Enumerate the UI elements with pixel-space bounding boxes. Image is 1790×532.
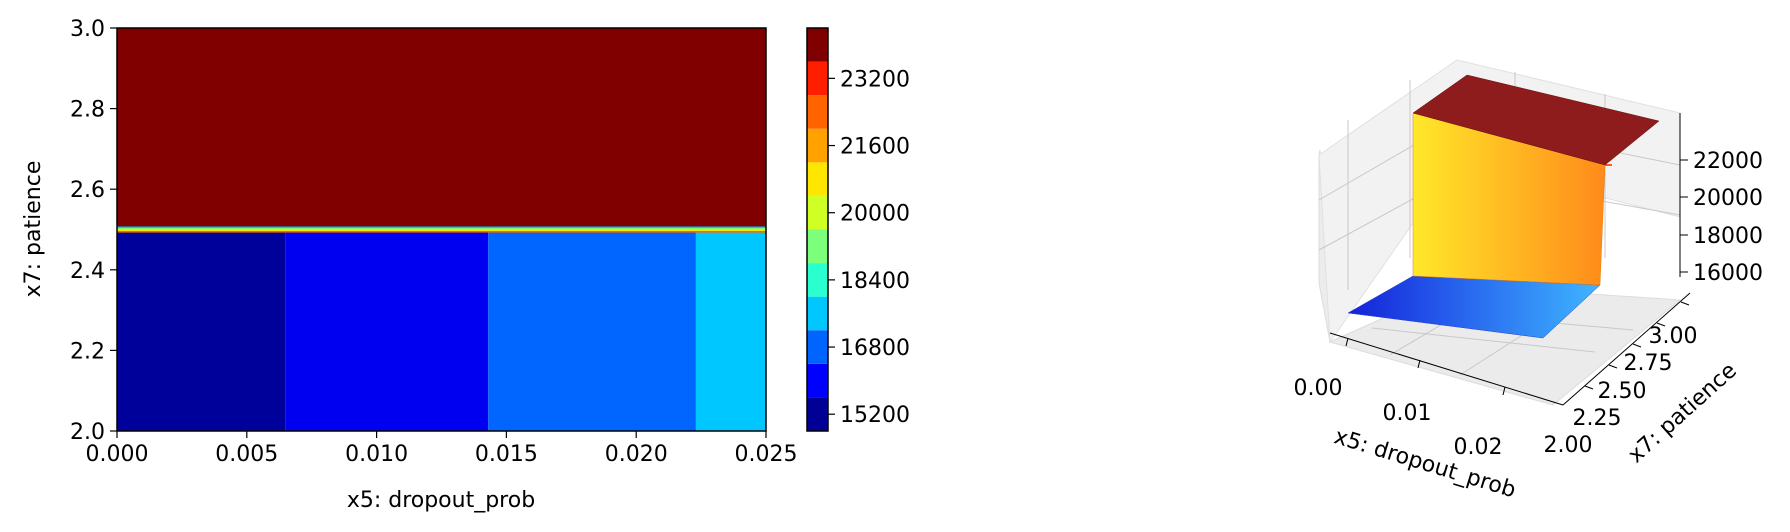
surface-y-tick-mark	[1680, 301, 1690, 306]
contour-y-tick-label: 2.2	[70, 339, 105, 364]
surface-z-tick-label: 18000	[1693, 224, 1763, 249]
colorbar-band-8	[807, 128, 828, 163]
colorbar-band-3	[807, 296, 828, 331]
surface-z-tick-label: 20000	[1693, 186, 1763, 211]
surface-x-tick-mark	[1417, 359, 1421, 369]
colorbar-tick-label: 18400	[840, 269, 910, 294]
surface-y-tick-label: 2.00	[1544, 433, 1593, 458]
surface-y-tick-label: 2.25	[1573, 406, 1622, 431]
contour-region-4	[117, 28, 766, 230]
colorbar-band-4	[807, 263, 828, 297]
surface-y-tick-mark	[1584, 385, 1594, 390]
colorbar-band-7	[807, 162, 828, 196]
contour-y-label: x7: patience	[21, 161, 46, 298]
surface-y-tick-label: 2.50	[1598, 379, 1647, 404]
surface-y-tick-label: 2.75	[1624, 351, 1673, 376]
surface-3d-plot: 0.000.010.02 2.002.252.502.753.00 160001…	[1294, 59, 1763, 503]
contour-plot: 0.000 0.005 0.010 0.015 0.020 0.025 2.0 2.2 2.4…	[21, 17, 797, 513]
contour-y-tick-label: 2.4	[70, 259, 105, 284]
contour-x-tick-label: 0.015	[475, 442, 538, 467]
contour-x-tick-label: 0.010	[345, 442, 408, 467]
colorbar-band-1	[807, 363, 828, 398]
colorbar-tick-label: 20000	[840, 202, 910, 227]
contour-transition-band-3	[117, 231, 766, 233]
y-axis-line	[1562, 292, 1691, 406]
colorbar-tick-label: 23200	[840, 67, 910, 92]
surface-x-tick-mark	[1502, 386, 1506, 396]
surface-y-tick-label: 3.00	[1649, 324, 1698, 349]
surface-y-ticks: 2.002.252.50 2.753.00	[1544, 301, 1698, 458]
surface-z-ticks: 16000 18000 20000 22000	[1680, 149, 1763, 286]
colorbar-band-2	[807, 330, 828, 364]
colorbar-ticks: 15200 16800 18400 20000 21600 23200	[828, 67, 910, 428]
surface-x-tick-label: 0.00	[1294, 376, 1343, 401]
colorbar-tick-label: 15200	[840, 403, 910, 428]
contour-y-tick-label: 3.0	[70, 17, 105, 42]
surface-z-tick-label: 16000	[1693, 261, 1763, 286]
contour-x-label: x5: dropout_prob	[347, 488, 535, 513]
colorbar-band-9	[807, 95, 828, 129]
contour-y-tick-label: 2.0	[70, 420, 105, 445]
colorbar-band-5	[807, 229, 828, 264]
surface-x-tick-label: 0.02	[1454, 435, 1503, 460]
colorbar-bands	[807, 28, 828, 431]
surface-x-ticks: 0.00 0.01 0.02	[1294, 337, 1506, 460]
colorbar-tick-label: 21600	[840, 135, 910, 160]
contour-x-tick-label: 0.020	[605, 442, 668, 467]
surface-y-tick-mark	[1656, 322, 1666, 327]
contour-x-ticks: 0.000 0.005 0.010 0.015 0.020 0.025	[86, 431, 798, 467]
contour-region-0	[117, 229, 286, 431]
surface-z-tick-label: 22000	[1693, 149, 1763, 174]
contour-regions	[117, 28, 766, 431]
surface-y-tick-mark	[1632, 343, 1642, 348]
contour-x-tick-label: 0.025	[735, 442, 798, 467]
colorbar-band-6	[807, 195, 828, 230]
contour-region-1	[285, 229, 489, 431]
surface-y-tick-mark	[1608, 364, 1618, 369]
colorbar-frame	[806, 27, 829, 432]
surface-high-region	[1412, 74, 1660, 166]
contour-transition-band-2	[117, 229, 766, 232]
colorbar: 15200 16800 18400 20000 21600 23200	[806, 27, 910, 432]
colorbar-tick-label: 16800	[840, 336, 910, 361]
colorbar-band-0	[807, 397, 828, 431]
contour-x-tick-label: 0.000	[86, 442, 149, 467]
contour-y-ticks: 2.0 2.2 2.4 2.6 2.8 3.0	[70, 17, 117, 445]
colorbar-band-11	[807, 28, 828, 62]
contour-transition-band-1	[117, 228, 766, 230]
contour-axes-frame	[116, 27, 767, 432]
x-axis-line	[1329, 332, 1564, 406]
surface-x-tick-mark	[1345, 337, 1349, 347]
contour-region-3	[695, 229, 766, 431]
contour-y-tick-label: 2.6	[70, 178, 105, 203]
contour-region-2	[488, 229, 696, 431]
contour-y-tick-label: 2.8	[70, 98, 105, 123]
surface-x-tick-label: 0.01	[1383, 401, 1432, 426]
contour-x-tick-label: 0.005	[215, 442, 278, 467]
colorbar-band-10	[807, 61, 828, 96]
contour-transition-band-0	[117, 226, 766, 229]
